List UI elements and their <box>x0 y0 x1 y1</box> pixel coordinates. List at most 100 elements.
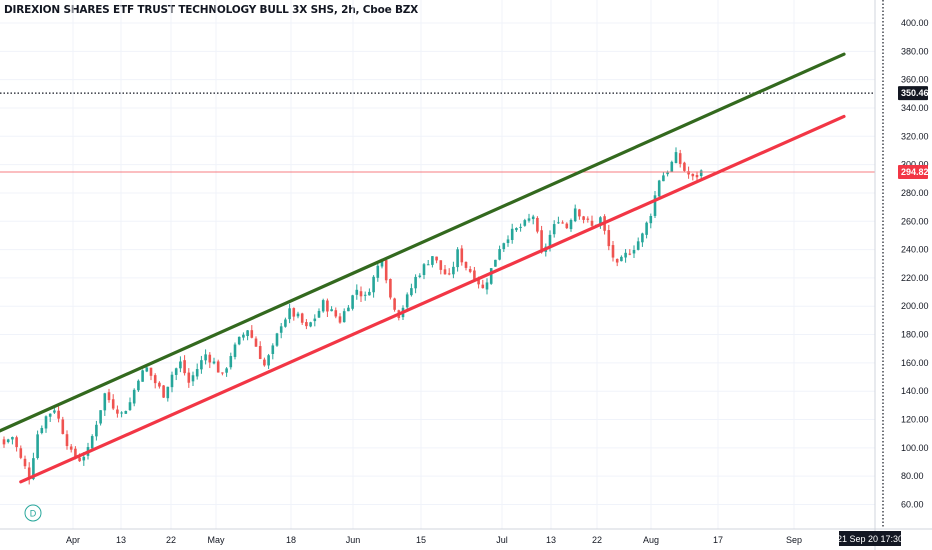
candle-body <box>27 467 31 479</box>
candle-body <box>464 261 468 268</box>
candle-body <box>267 355 270 366</box>
candle-body <box>170 374 174 388</box>
candle-body <box>107 392 111 401</box>
candle-body <box>221 372 224 374</box>
candle-body <box>426 264 430 266</box>
candle-body <box>237 336 241 345</box>
candle-body <box>523 220 527 226</box>
candle-body <box>229 356 233 368</box>
candle-body <box>561 222 564 224</box>
candle-body <box>615 258 619 263</box>
candle-body <box>183 360 186 374</box>
candle-body <box>389 279 392 298</box>
price-tags: 294.82 350.46 21 Sep 20 17:30 <box>837 86 929 546</box>
price-axis[interactable]: 400.00 380.00 360.00 340.00 320.00 300.00 280.… <box>901 18 929 510</box>
candle-body <box>82 456 86 461</box>
candle-body <box>204 354 207 361</box>
candle-body <box>69 446 73 450</box>
candle-body <box>233 344 237 357</box>
candle-body <box>431 256 434 265</box>
candle-body <box>439 260 443 270</box>
candle-body <box>74 448 77 457</box>
candle-body <box>313 318 317 322</box>
candle-body <box>342 311 346 323</box>
candle-body <box>116 409 119 414</box>
candle-body <box>128 402 132 411</box>
candle-body <box>573 208 577 222</box>
candle-body <box>40 427 44 434</box>
candle-body <box>582 216 585 220</box>
candle-body <box>19 448 23 458</box>
candles[interactable] <box>2 147 703 485</box>
crosshair-price-tag-label: 350.46 <box>901 88 929 98</box>
candle-body <box>372 276 375 293</box>
candle-body <box>405 294 409 308</box>
time-tick-label: 13 <box>116 535 126 545</box>
candle-body <box>485 282 489 290</box>
candle-body <box>435 256 438 261</box>
candle-body <box>494 259 497 267</box>
time-tick-label: 15 <box>416 535 426 545</box>
candle-body <box>363 294 367 296</box>
candle-body <box>120 412 123 414</box>
time-axis[interactable]: Apr 13 22 May 18 Jun 15 Jul 13 22 Aug 17 Sep <box>66 535 802 545</box>
price-tick-label: 160.00 <box>901 358 929 368</box>
candle-body <box>527 218 531 221</box>
candle-body <box>699 170 703 177</box>
candle-body <box>162 385 165 398</box>
candle-body <box>678 153 682 164</box>
candle-body <box>200 360 203 370</box>
candle-body <box>452 266 455 275</box>
candle-body <box>254 338 258 347</box>
candle-body <box>540 230 543 253</box>
price-tick-label: 400.00 <box>901 18 929 28</box>
candle-body <box>279 326 283 333</box>
candle-body <box>359 291 363 297</box>
price-tick-label: 320.00 <box>901 131 929 141</box>
candle-body <box>284 319 287 327</box>
candle-body <box>44 416 48 429</box>
crosshair-price-tag <box>898 86 928 101</box>
time-tick-label: Jul <box>496 535 508 545</box>
candle-body <box>271 345 275 354</box>
candle-body <box>65 434 69 447</box>
candle-body <box>141 370 144 382</box>
candle-body <box>246 330 249 337</box>
grid-lines <box>0 0 875 529</box>
candle-body <box>351 295 354 309</box>
candle-body <box>657 180 661 197</box>
dividend-marker[interactable]: D <box>24 504 42 522</box>
candle-body <box>607 230 611 247</box>
candle-body <box>498 249 501 260</box>
candle-body <box>338 316 342 323</box>
price-tick-label: 100.00 <box>901 443 929 453</box>
candle-body <box>95 424 98 437</box>
candle-body <box>174 368 178 375</box>
candle-body <box>137 380 140 391</box>
trend-channel[interactable] <box>0 0 884 529</box>
price-tick-label: 240.00 <box>901 245 929 255</box>
time-tick-label: 22 <box>166 535 176 545</box>
candle-body <box>641 233 644 243</box>
candle-body <box>15 437 18 448</box>
candle-body <box>263 359 266 366</box>
candle-body <box>368 291 371 296</box>
candle-body <box>330 309 333 312</box>
crosshair-time-tag-label: 21 Sep 20 17:30 <box>837 534 903 544</box>
candle-body <box>36 434 39 459</box>
price-tick-label: 80.00 <box>901 471 924 481</box>
candle-body <box>258 346 262 359</box>
candle-body <box>191 375 195 382</box>
candle-body <box>628 253 632 255</box>
time-tick-label: 22 <box>592 535 602 545</box>
candle-body <box>187 372 191 383</box>
time-tick-label: Sep <box>786 535 802 545</box>
candle-body <box>569 220 573 230</box>
last-price-tag <box>898 164 928 179</box>
candle-body <box>334 310 338 317</box>
price-tick-label: 180.00 <box>901 330 929 340</box>
candle-body <box>23 458 27 467</box>
time-tick-label: 13 <box>546 535 556 545</box>
channel-lower-line <box>19 114 846 484</box>
